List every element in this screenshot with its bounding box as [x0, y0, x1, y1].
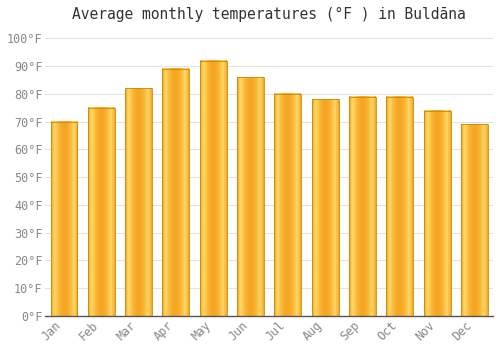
Bar	[200, 61, 226, 316]
Bar	[88, 108, 115, 316]
Title: Average monthly temperatures (°F ) in Buldāna: Average monthly temperatures (°F ) in Bu…	[72, 7, 466, 22]
Bar	[312, 99, 338, 316]
Bar	[162, 69, 190, 316]
Bar	[461, 125, 488, 316]
Bar	[237, 77, 264, 316]
Bar	[386, 97, 413, 316]
Bar	[125, 88, 152, 316]
Bar	[50, 122, 78, 316]
Bar	[274, 94, 301, 316]
Bar	[349, 97, 376, 316]
Bar	[424, 111, 450, 316]
